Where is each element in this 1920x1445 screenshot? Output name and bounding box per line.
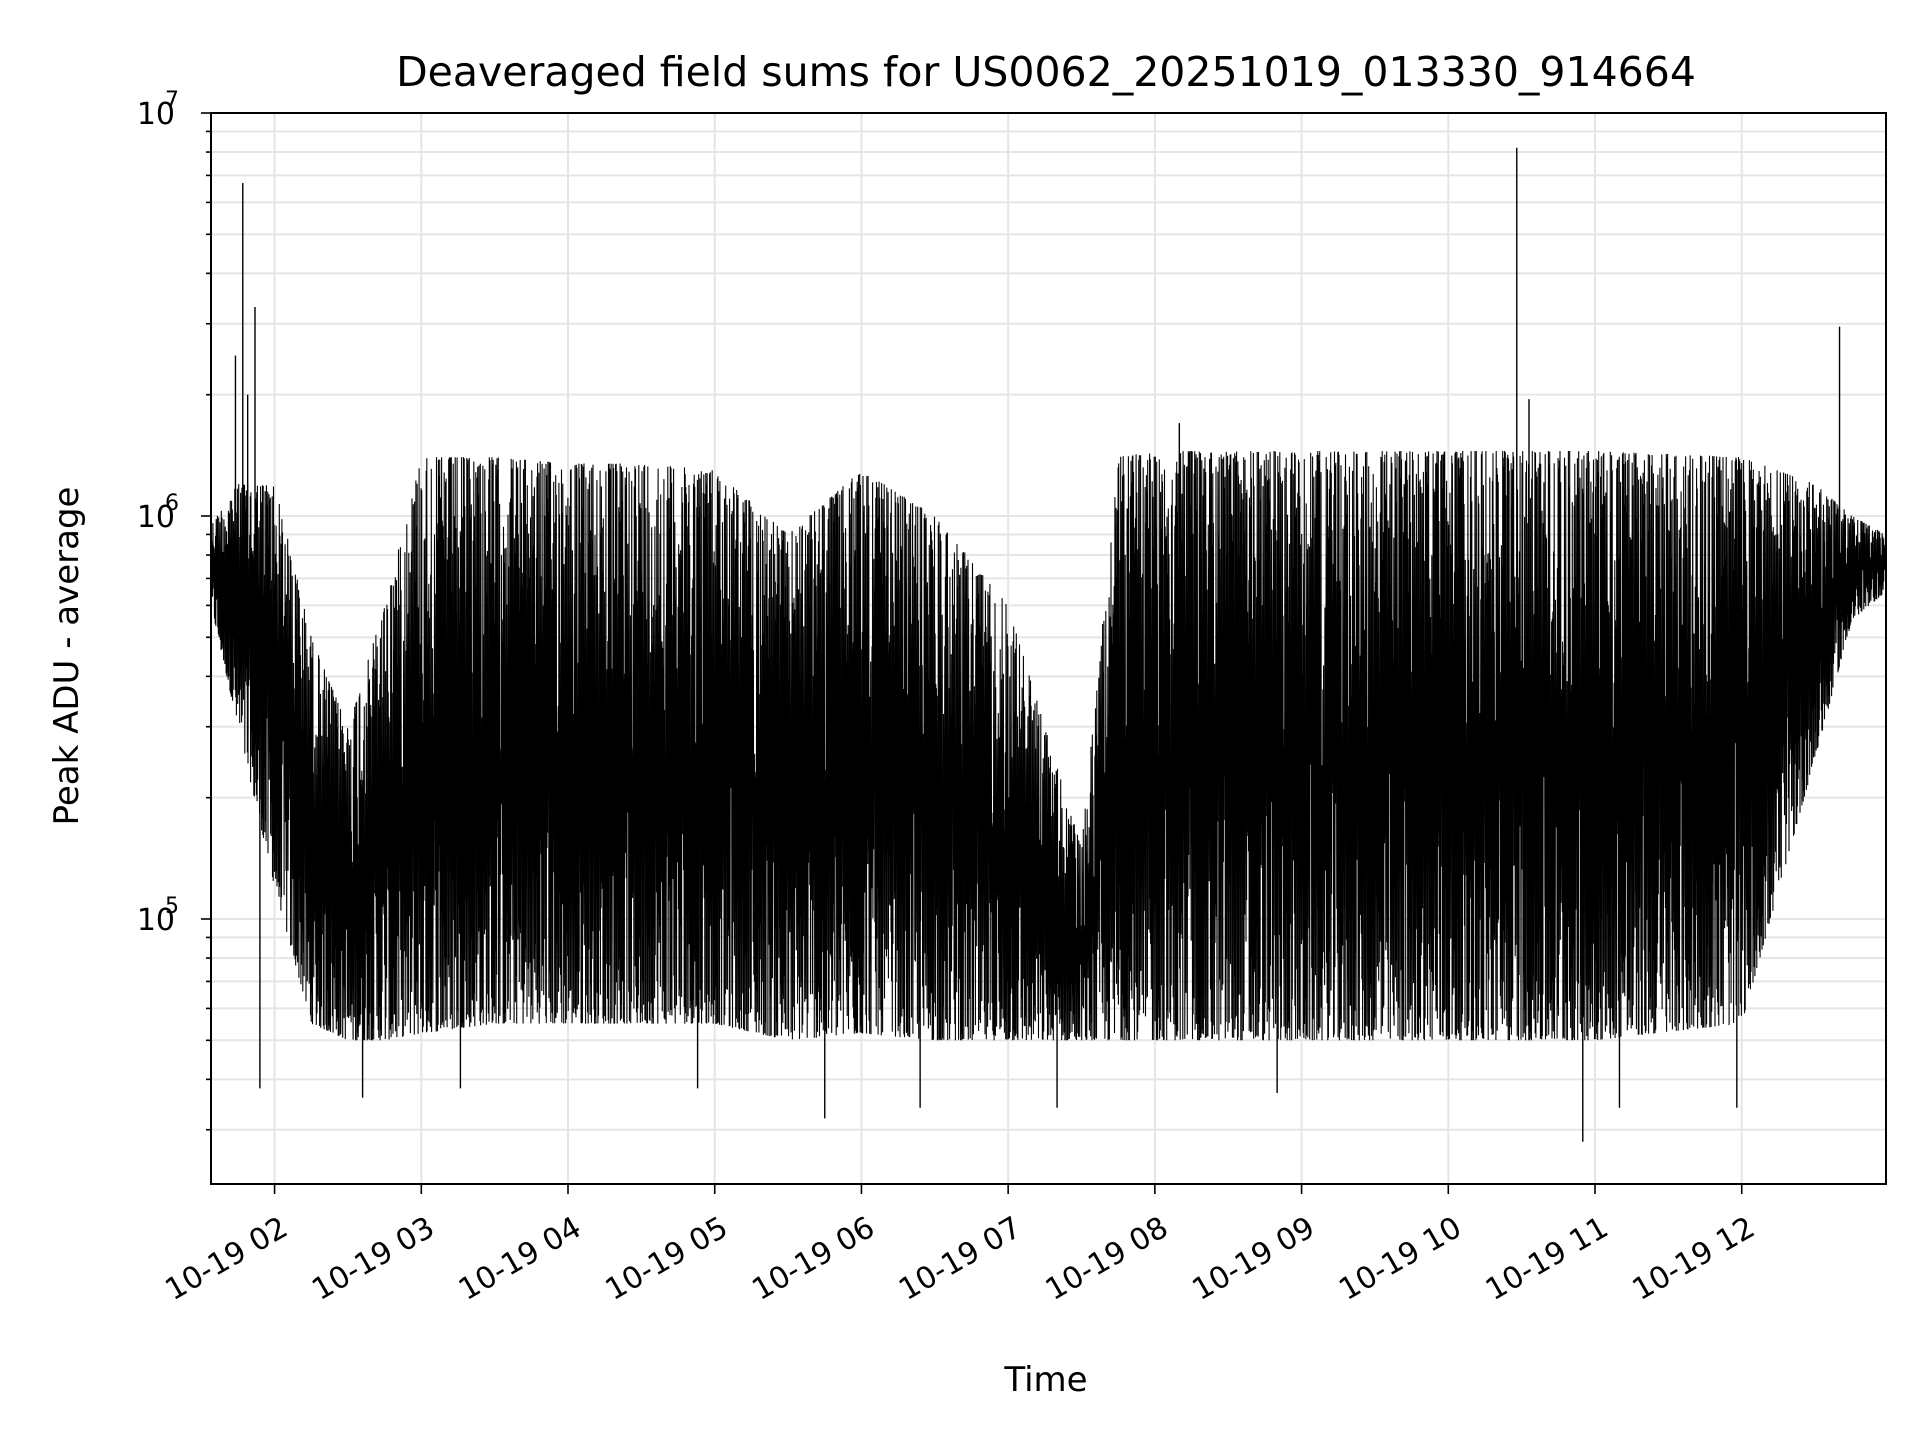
data-series bbox=[211, 147, 1886, 1142]
y-axis-label: Peak ADU - average bbox=[47, 487, 87, 826]
plot-frame bbox=[210, 112, 1887, 1185]
series-line bbox=[211, 450, 1886, 1041]
y-tick-exponent: 5 bbox=[165, 894, 179, 919]
y-tick-exponent: 7 bbox=[165, 88, 179, 113]
y-tick-label: 10 bbox=[137, 97, 175, 132]
y-tick-label: 10 bbox=[137, 903, 175, 938]
chart-title: Deaveraged field sums for US0062_2025101… bbox=[396, 48, 1696, 96]
y-tick-exponent: 6 bbox=[165, 491, 179, 516]
x-axis-label: Time bbox=[1003, 1360, 1087, 1400]
y-tick-label: 10 bbox=[137, 500, 175, 535]
